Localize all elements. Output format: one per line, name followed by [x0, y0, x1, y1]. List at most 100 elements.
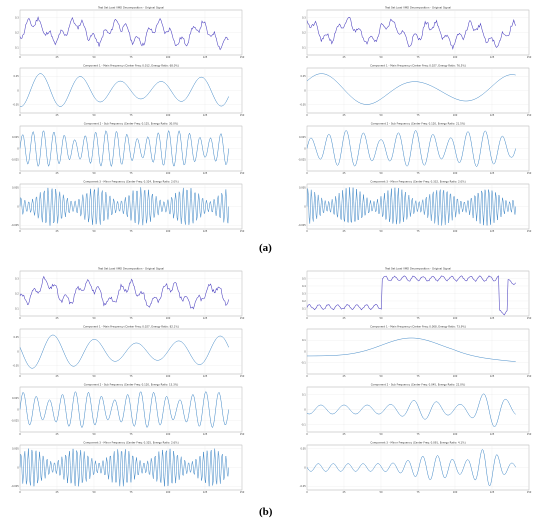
x-tick-label: 50 — [379, 491, 383, 494]
x-tick-label: 50 — [92, 56, 96, 59]
x-tick-label: 125 — [490, 375, 495, 378]
caption-a: (a) — [259, 242, 272, 254]
x-tick-label: 125 — [490, 317, 495, 320]
y-tick-label: 0.4 — [302, 285, 306, 288]
panel-3: Component 2 - Sub Frequency (Center Freq… — [301, 383, 532, 437]
x-tick-label: 0 — [19, 433, 21, 436]
x-tick-label: 0 — [306, 230, 308, 233]
x-tick-label: 75 — [129, 172, 133, 175]
x-tick-label: 25 — [55, 172, 59, 175]
x-tick-label: 25 — [55, 433, 59, 436]
series-line — [19, 73, 229, 107]
y-tick-label: 0 — [17, 466, 19, 469]
panel-4: Component 3 - Minor Frequency (Center Fr… — [300, 441, 532, 495]
x-tick-label: 0 — [19, 317, 21, 320]
x-tick-label: 150 — [527, 114, 532, 117]
series-line — [306, 448, 516, 487]
y-tick-label: 0.2 — [15, 31, 19, 34]
x-tick-label: 100 — [166, 172, 171, 175]
chart-b-right: Test Set Load VMD Decomposition - Origin… — [300, 267, 532, 495]
y-tick-label: 0.1 — [15, 46, 19, 49]
y-tick-label: 0 — [304, 147, 306, 150]
x-tick-label: 50 — [379, 56, 383, 59]
y-tick-label: 0.05 — [13, 336, 19, 339]
panel-2: Component 1 - Main Frequency (Center Fre… — [301, 325, 532, 379]
y-tick-label: -0.005 — [11, 224, 19, 227]
caption-b: (b) — [259, 506, 273, 518]
x-tick-label: 0 — [19, 491, 21, 494]
x-tick-label: 100 — [166, 230, 171, 233]
panel-title: Test Set Load VMD Decomposition - Origin… — [385, 267, 451, 271]
x-tick-label: 50 — [92, 172, 96, 175]
x-tick-label: 0 — [306, 317, 308, 320]
series-line — [19, 390, 229, 429]
x-tick-label: 75 — [129, 230, 133, 233]
y-tick-label: 0 — [304, 89, 306, 92]
y-tick-label: 0.1 — [302, 307, 306, 310]
y-tick-label: 0.2 — [302, 31, 306, 34]
x-tick-label: 25 — [342, 56, 346, 59]
x-tick-label: 50 — [379, 433, 383, 436]
x-tick-label: 75 — [416, 114, 420, 117]
y-tick-label: 0.3 — [15, 16, 19, 19]
y-tick-label: 0.05 — [13, 75, 19, 78]
x-tick-label: 25 — [55, 317, 59, 320]
x-tick-label: 25 — [55, 375, 59, 378]
series-line — [19, 187, 229, 226]
y-tick-label: 0.05 — [300, 75, 306, 78]
x-tick-label: 150 — [240, 230, 245, 233]
x-tick-label: 0 — [306, 172, 308, 175]
x-tick-label: 125 — [490, 172, 495, 175]
x-tick-label: 25 — [55, 56, 59, 59]
x-tick-label: 150 — [527, 433, 532, 436]
x-tick-label: 25 — [342, 433, 346, 436]
y-tick-label: 0 — [17, 205, 19, 208]
y-tick-label: 0.025 — [12, 136, 19, 139]
x-tick-label: 0 — [19, 56, 21, 59]
panel-1: Test Set Load VMD Decomposition - Origin… — [302, 6, 532, 60]
y-tick-label: 0 — [304, 205, 306, 208]
panel-title: Component 1 - Main Frequency (Center Fre… — [83, 325, 179, 329]
x-tick-label: 50 — [92, 491, 96, 494]
x-tick-label: 100 — [453, 230, 458, 233]
x-tick-label: 100 — [166, 433, 171, 436]
x-tick-label: 0 — [306, 56, 308, 59]
x-tick-label: 0 — [19, 114, 21, 117]
x-tick-label: 75 — [129, 114, 133, 117]
x-tick-label: 0 — [306, 491, 308, 494]
series-line — [306, 130, 516, 167]
y-tick-label: -0.05 — [13, 103, 20, 106]
panel-title: Component 3 - Minor Frequency (Center Fr… — [370, 180, 465, 184]
panel-3: Component 2 - Sub Frequency (Center Freq… — [298, 122, 532, 176]
x-tick-label: 25 — [342, 375, 346, 378]
x-tick-label: 100 — [453, 375, 458, 378]
panel-title: Component 2 - Sub Frequency (Center Freq… — [371, 122, 466, 126]
x-tick-label: 50 — [379, 375, 383, 378]
x-tick-label: 50 — [379, 114, 383, 117]
y-tick-label: 0 — [304, 350, 306, 353]
panel-title: Component 1 - Main Frequency (Center Fre… — [83, 64, 179, 68]
y-tick-label: 0.2 — [15, 292, 19, 295]
y-tick-label: 0.1 — [302, 46, 306, 49]
y-tick-label: -0.025 — [298, 159, 306, 162]
panel-4: Component 3 - Minor Frequency (Center Fr… — [11, 441, 245, 495]
x-tick-label: 25 — [342, 114, 346, 117]
series-line — [19, 16, 229, 51]
x-tick-label: 125 — [490, 56, 495, 59]
x-tick-label: 125 — [490, 491, 495, 494]
x-tick-label: 125 — [203, 317, 208, 320]
panel-2: Component 1 - Main Frequency (Center Fre… — [300, 64, 532, 118]
y-tick-label: 0.005 — [299, 187, 306, 190]
series-line — [19, 334, 229, 369]
panel-2: Component 1 - Main Frequency (Center Fre… — [13, 64, 245, 118]
y-tick-label: -0.005 — [298, 224, 306, 227]
y-tick-label: 0.025 — [299, 136, 306, 139]
x-tick-label: 125 — [203, 56, 208, 59]
panel-title: Component 2 - Sub Frequency (Center Freq… — [84, 383, 179, 387]
panel-4: Component 3 - Minor Frequency (Center Fr… — [298, 180, 532, 234]
x-tick-label: 0 — [19, 172, 21, 175]
series-line — [19, 275, 229, 310]
panel-title: Component 3 - Minor Frequency (Center Fr… — [83, 441, 178, 445]
x-tick-label: 125 — [490, 114, 495, 117]
